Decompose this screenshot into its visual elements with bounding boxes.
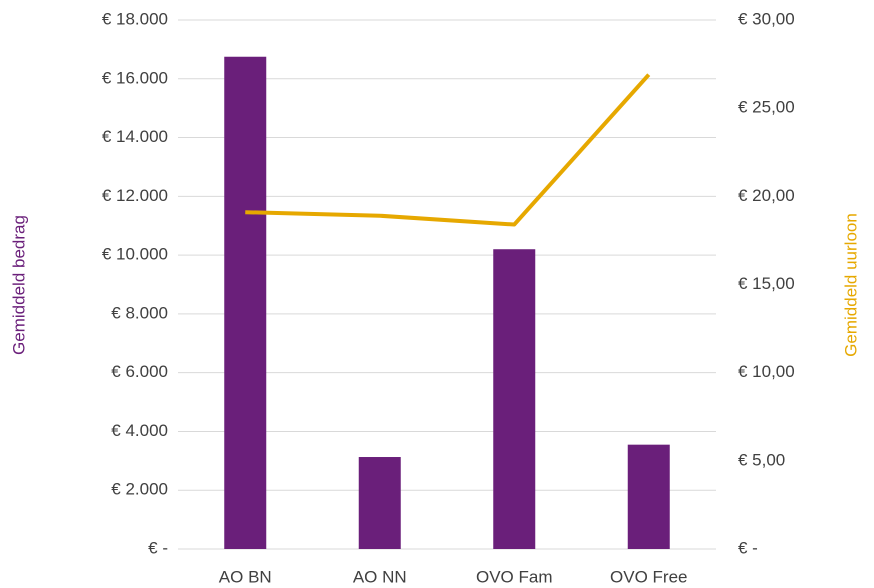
y-tick-label: € 2.000	[111, 480, 168, 499]
y-tick-label: € 14.000	[102, 127, 168, 146]
bar	[493, 249, 536, 549]
y-tick-label: € 10.000	[102, 245, 168, 264]
x-tick-label: OVO Free	[610, 567, 687, 586]
y-tick-label: € 16.000	[102, 68, 168, 87]
x-tick-label: AO BN	[219, 567, 272, 586]
y2-axis-label: Gemiddeld uurloon	[841, 213, 860, 357]
y-tick-label: € 6.000	[111, 362, 168, 381]
y-tick-label: € 12.000	[102, 186, 168, 205]
y2-tick-label: € 15,00	[738, 274, 795, 293]
y2-tick-label: € 10,00	[738, 362, 795, 381]
y-tick-label: € 18.000	[102, 9, 168, 28]
bar	[224, 56, 267, 549]
bar	[627, 444, 670, 549]
y2-tick-label: € 30,00	[738, 9, 795, 28]
y2-tick-label: € 5,00	[738, 450, 785, 469]
y-axis-label: Gemiddeld bedrag	[9, 215, 28, 355]
x-tick-label: AO NN	[353, 567, 407, 586]
line	[245, 73, 651, 227]
y-tick-label: € -	[148, 538, 168, 557]
y2-tick-label: € 20,00	[738, 186, 795, 205]
bar	[358, 457, 401, 549]
y-tick-label: € 4.000	[111, 421, 168, 440]
x-tick-label: OVO Fam	[476, 567, 553, 586]
y2-tick-label: € -	[738, 538, 758, 557]
y2-tick-label: € 25,00	[738, 98, 795, 117]
y-tick-label: € 8.000	[111, 303, 168, 322]
